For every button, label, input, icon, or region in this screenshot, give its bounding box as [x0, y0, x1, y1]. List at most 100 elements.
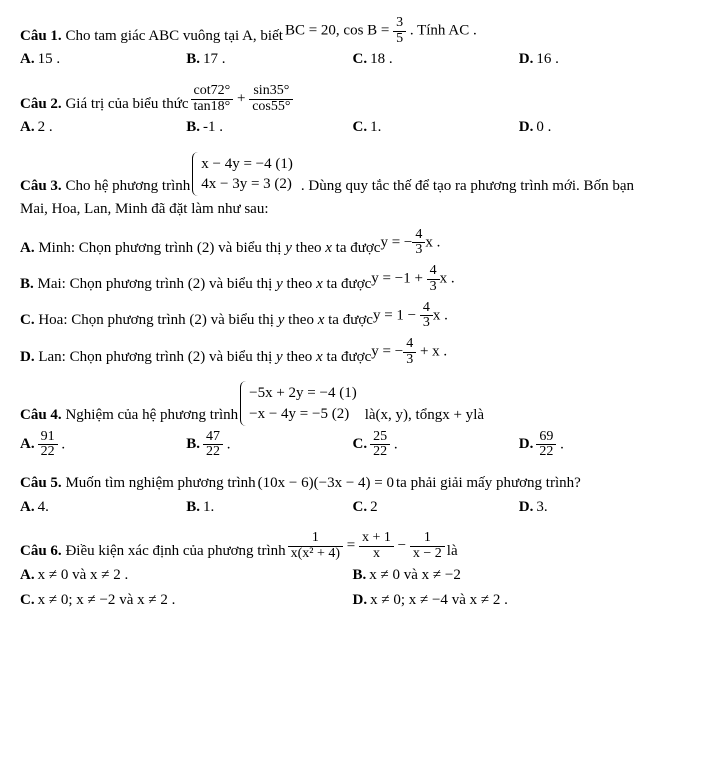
q2-B: -1 .	[203, 119, 223, 135]
q3-B-text: Mai: Chọn phương trình (2) và biểu thị	[34, 276, 276, 292]
var-x: x	[316, 276, 323, 292]
q3-post1: . Dùng quy tắc thế để tạo ra phương trìn…	[301, 177, 634, 197]
q3-label: Câu 3.	[20, 178, 62, 194]
q3-C-eq-pre: y = 1 −	[373, 307, 420, 323]
dot: .	[121, 567, 129, 583]
q4-system: −5x + 2y = −4 (1) −x − 4y = −5 (2)	[240, 381, 363, 426]
question-4: Câu 4. Nghiệm của hệ phương trình −5x + …	[20, 381, 685, 460]
q4-Bd: 22	[203, 445, 223, 460]
dot: .	[168, 592, 176, 608]
q5-label: Câu 5.	[20, 475, 62, 491]
q1-frac: 3 5	[393, 16, 406, 46]
opt-label: C.	[353, 436, 368, 452]
question-1: Câu 1. Cho tam giác ABC vuông tại A, biế…	[20, 16, 685, 70]
q6-minus: −	[398, 538, 410, 554]
q6-ln: 1	[288, 531, 343, 547]
q1-frac-den: 5	[393, 32, 406, 47]
q5-A: 4.	[38, 499, 49, 515]
q6-B3: x ≠ −2	[422, 567, 461, 583]
opt-label: A.	[20, 51, 35, 67]
q6-D3: x ≠ 2	[470, 592, 501, 608]
opt-label: B.	[186, 51, 200, 67]
q6-A2: và	[68, 567, 90, 583]
q1-frac-num: 3	[393, 16, 406, 32]
q2-pre: Giá trị của biểu thức	[62, 96, 189, 112]
q2-A: 2 .	[38, 119, 53, 135]
q3-A-label: A.	[20, 240, 35, 256]
q4-mid2: , tổng	[408, 406, 442, 426]
q3-C-text: Hoa: Chọn phương trình (2) và biểu thị	[35, 312, 278, 328]
q1-stem: Câu 1. Cho tam giác ABC vuông tại A, biế…	[20, 16, 685, 46]
q3-stem: Câu 3. Cho hệ phương trình x − 4y = −4 (…	[20, 152, 685, 197]
q3-C-den: 3	[420, 316, 433, 331]
q5-eq: (10x − 6)(−3x − 4) = 0	[258, 474, 394, 494]
q5-B: 1.	[203, 499, 214, 515]
q1-A: 15 .	[38, 51, 61, 67]
q3-C-num: 4	[420, 301, 433, 317]
q2-t1d: tan18°	[191, 100, 234, 115]
opt-label: B.	[186, 436, 200, 452]
opt-label: A.	[20, 499, 35, 515]
q3-B-den: 3	[427, 280, 440, 295]
theo: theo	[283, 276, 316, 292]
q4-Dn: 69	[536, 430, 556, 446]
taduoc: ta được	[323, 276, 372, 292]
theo: theo	[284, 312, 317, 328]
q3-A-eq-pre: y = −	[380, 234, 412, 250]
q4-Cd: 22	[370, 445, 390, 460]
dot: .	[440, 344, 448, 360]
question-2: Câu 2. Giá trị của biểu thức cot72° tan1…	[20, 84, 685, 138]
q4-Bn: 47	[203, 430, 223, 446]
opt-label: C.	[353, 499, 368, 515]
dot: .	[556, 436, 564, 452]
q6-post: là	[447, 542, 458, 562]
q3-A-eq-post: x	[425, 234, 433, 250]
q5-stem: Câu 5. Muốn tìm nghiệm phương trình (10x…	[20, 474, 685, 494]
q1-options: A.15 . B.17 . C.18 . D.16 .	[20, 50, 685, 70]
taduoc: ta được	[332, 240, 381, 256]
q6-A1: x ≠ 0	[38, 567, 69, 583]
q4-An: 91	[38, 430, 58, 446]
dot: .	[447, 271, 455, 287]
var-x: x	[316, 349, 323, 365]
q6-D1: x ≠ 0; x ≠ −4	[370, 592, 448, 608]
q3-post2: Mai, Hoa, Lan, Minh đã đặt làm như sau:	[20, 200, 685, 220]
opt-label: D.	[519, 436, 534, 452]
q3-opt-A: A. Minh: Chọn phương trình (2) và biểu t…	[20, 228, 685, 258]
q3-D-eq-post: + x	[416, 344, 439, 360]
opt-label: D.	[353, 592, 368, 608]
dot: .	[58, 436, 66, 452]
q6-B1: x ≠ 0	[369, 567, 400, 583]
q3-D-text: Lan: Chọn phương trình (2) và biểu thị	[35, 349, 276, 365]
q3-C-label: C.	[20, 312, 35, 328]
q2-options: A.2 . B.-1 . C.1. D.0 .	[20, 118, 685, 138]
q2-plus: +	[237, 91, 249, 107]
q6-mn: x + 1	[359, 531, 394, 547]
question-3: Câu 3. Cho hệ phương trình x − 4y = −4 (…	[20, 152, 685, 368]
q3-A-den: 3	[412, 243, 425, 258]
q3-pre: Cho hệ phương trình	[62, 178, 191, 194]
q3-B-label: B.	[20, 276, 34, 292]
q2-frac1: cot72° tan18°	[191, 84, 234, 114]
opt-label: D.	[519, 499, 534, 515]
q1-B: 17 .	[203, 51, 226, 67]
q3-system: x − 4y = −4 (1) 4x − 3y = 3 (2)	[192, 152, 299, 197]
q6-rn: 1	[410, 531, 445, 547]
q3-eq1: x − 4y = −4 (1)	[201, 154, 293, 174]
dot: .	[390, 436, 398, 452]
q6-options-row1: A.x ≠ 0 và x ≠ 2 . B.x ≠ 0 và x ≠ −2	[20, 566, 685, 586]
q1-C: 18 .	[370, 51, 393, 67]
q3-opt-C: C. Hoa: Chọn phương trình (2) và biểu th…	[20, 301, 685, 331]
opt-label: A.	[20, 436, 35, 452]
q4-Dd: 22	[536, 445, 556, 460]
q1-label: Câu 1.	[20, 28, 62, 44]
opt-label: C.	[353, 119, 368, 135]
dot: .	[223, 436, 231, 452]
q1-post: . Tính AC .	[410, 23, 477, 39]
q1-D: 16 .	[536, 51, 559, 67]
q3-opt-B: B. Mai: Chọn phương trình (2) và biểu th…	[20, 264, 685, 294]
q4-pre: Nghiệm của hệ phương trình	[62, 407, 238, 423]
q2-D: 0 .	[536, 119, 551, 135]
q4-eq1: −5x + 2y = −4 (1)	[249, 383, 357, 403]
opt-label: B.	[186, 119, 200, 135]
